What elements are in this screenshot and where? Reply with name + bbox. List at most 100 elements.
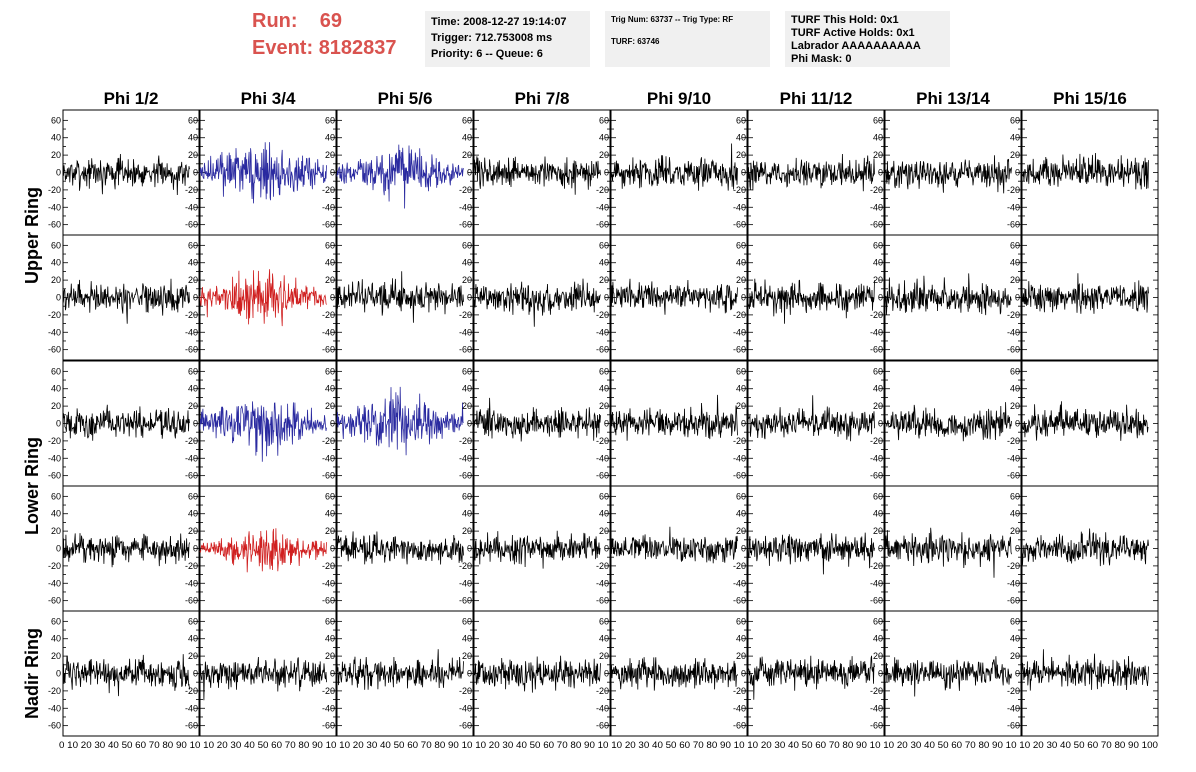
panel-frame [610,610,748,737]
y-tick-label: -60 [870,471,883,481]
waveform-trace [885,656,1012,697]
y-tick-label: 60 [599,491,609,501]
waveform-trace [199,269,327,327]
waveform-panel [1021,610,1159,737]
y-tick-label: 60 [188,366,198,376]
y-tick-label: 40 [462,509,472,519]
y-tick-label: 20 [462,150,472,160]
y-ticks [63,620,199,727]
waveform-panel [62,234,200,361]
y-tick-label: 40 [188,258,198,268]
y-tick-label: 20 [736,401,746,411]
y-ticks [63,119,199,226]
y-tick-label: 60 [51,366,61,376]
y-tick-label: -40 [1007,578,1020,588]
y-tick-label: 20 [325,526,335,536]
priority-text: Priority: 6 -- Queue: 6 [431,48,543,60]
y-ticks [337,370,473,477]
turf-text: TURF: 63746 [611,37,660,46]
run-label: Run: [252,10,298,32]
y-tick-label: 0 [56,168,61,178]
y-tick-label: -40 [870,703,883,713]
labrador-text: Labrador AAAAAAAAAA [791,40,921,52]
column-header-7: Phi 13/14 [916,89,990,108]
y-tick-label: -40 [870,202,883,212]
y-tick-label: -40 [1007,202,1020,212]
y-tick-label: 20 [188,150,198,160]
y-tick-label: -40 [1007,453,1020,463]
y-tick-label: -20 [48,310,61,320]
axis-labels: -60 -40 -20 0 20 40 60 -60 -40 -20 0 20 40 60 -60 -40 -2… [48,115,1020,730]
y-tick-label: 60 [736,115,746,125]
y-tick-label: 20 [599,275,609,285]
trigger-text: Trigger: 712.753008 ms [431,32,553,44]
y-tick-label: 40 [736,509,746,519]
y-tick-label: 20 [599,526,609,536]
y-tick-label: -60 [322,721,335,731]
y-tick-label: 60 [1010,240,1020,250]
y-tick-label: -40 [48,578,61,588]
event-label: Event: [252,37,314,59]
y-tick-label: -60 [322,596,335,606]
y-tick-label: 0 [878,544,883,554]
waveform-trace [199,401,327,462]
y-tick-label: 40 [51,133,61,143]
y-tick-label: 20 [325,651,335,661]
y-tick-label: -40 [459,202,472,212]
y-tick-label: -20 [733,185,746,195]
y-tick-label: -40 [48,327,61,337]
y-tick-label: 20 [873,651,883,661]
y-tick-label: -60 [596,471,609,481]
y-tick-label: -40 [185,578,198,588]
y-tick-label: 60 [462,616,472,626]
y-tick-label: -40 [459,703,472,713]
y-tick-label: -40 [185,202,198,212]
y-tick-label: -20 [733,561,746,571]
y-tick-label: 60 [325,115,335,125]
y-tick-label: 0 [467,544,472,554]
y-ticks [337,119,473,226]
y-tick-label: 20 [1010,651,1020,661]
waveform-panel [473,109,611,236]
y-tick-label: -20 [870,686,883,696]
y-tick-label: 40 [51,258,61,268]
y-tick-label: 40 [51,384,61,394]
waveform-panel [610,360,748,487]
y-tick-label: 40 [462,634,472,644]
y-tick-label: 60 [599,366,609,376]
trigger-info-box: Trig Num: 63737 -- Trig Type: RF TURF: 6… [605,11,770,67]
waveform-panel [884,610,1022,737]
y-tick-label: -60 [870,220,883,230]
y-tick-label: -60 [48,596,61,606]
y-tick-label: 20 [462,401,472,411]
y-tick-label: 40 [736,634,746,644]
y-tick-label: 0 [1015,669,1020,679]
waveform-panel [747,109,885,236]
y-ticks [611,119,747,226]
y-ticks [337,244,473,351]
waveform-trace [610,143,738,191]
waveform-trace [199,528,327,573]
y-tick-label: -20 [459,436,472,446]
y-tick-label: -20 [870,185,883,195]
waveform-trace [473,278,601,327]
y-ticks [337,620,473,727]
turf-info-box: TURF This Hold: 0x1 TURF Active Holds: 0… [785,11,950,67]
y-ticks [200,244,336,351]
column-header-2: Phi 3/4 [241,89,296,108]
waveform-trace [473,156,601,195]
phi-mask-text: Phi Mask: 0 [791,53,852,65]
waveform-panel [473,485,611,612]
y-tick-label: 60 [873,366,883,376]
y-tick-label: 60 [188,115,198,125]
y-tick-label: 60 [736,366,746,376]
waveform-panel [610,610,748,737]
waveform-trace [610,657,738,691]
y-tick-label: 60 [1010,366,1020,376]
y-tick-label: -60 [185,471,198,481]
y-tick-label: 20 [325,401,335,411]
y-tick-label: 0 [193,669,198,679]
y-tick-label: -20 [459,185,472,195]
waveform-trace [336,144,464,209]
